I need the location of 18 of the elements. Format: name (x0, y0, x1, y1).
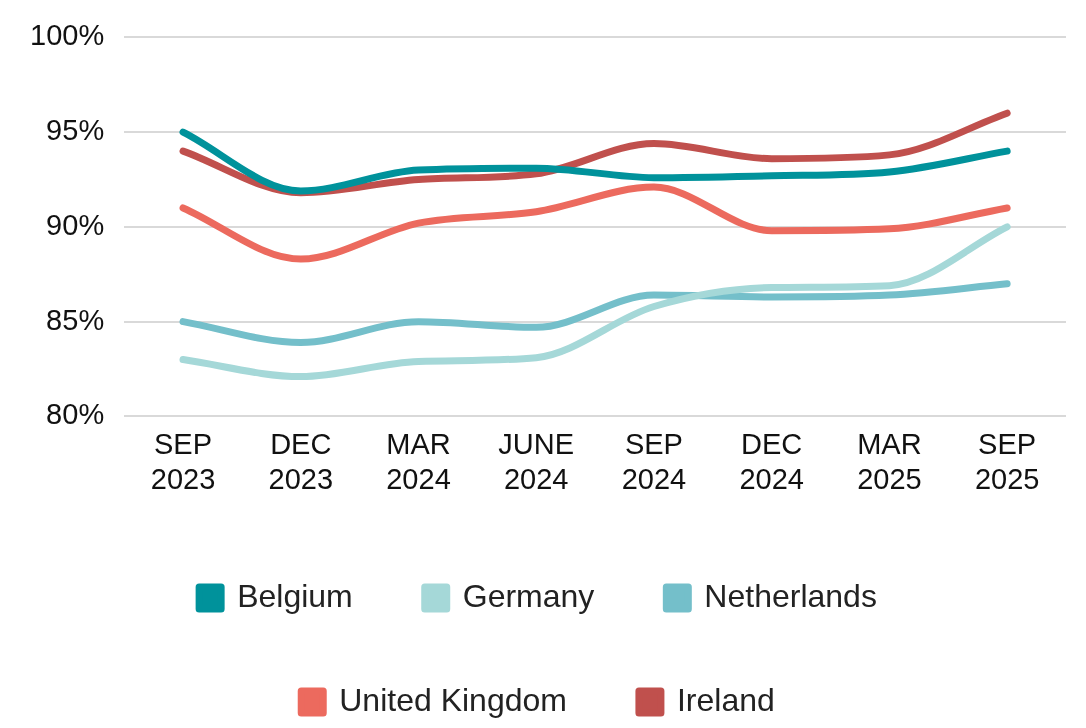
legend-label: Ireland (676, 681, 775, 718)
legend-label: Germany (462, 577, 595, 614)
x-tick-label: JUNE 2024 (498, 427, 575, 495)
legend-label: Netherlands (704, 577, 877, 614)
y-tick-label: 80% (46, 398, 105, 431)
legend-label: United Kingdom (339, 681, 567, 718)
x-tick-label: DEC 2023 (268, 427, 334, 495)
y-tick-label: 95% (46, 114, 105, 147)
x-tick-label: SEP 2024 (621, 427, 687, 495)
x-tick-label: SEP 2025 (974, 427, 1040, 495)
y-tick-label: 90% (46, 208, 105, 241)
legend-label: Belgium (237, 577, 353, 614)
x-tick-label: MAR 2025 (857, 427, 922, 495)
x-tick-label: MAR 2024 (386, 427, 451, 495)
x-tick-label: SEP 2023 (150, 427, 216, 495)
x-tick-label: DEC 2024 (739, 427, 804, 495)
y-tick-label: 85% (46, 303, 105, 336)
y-tick-label: 100% (30, 19, 105, 52)
